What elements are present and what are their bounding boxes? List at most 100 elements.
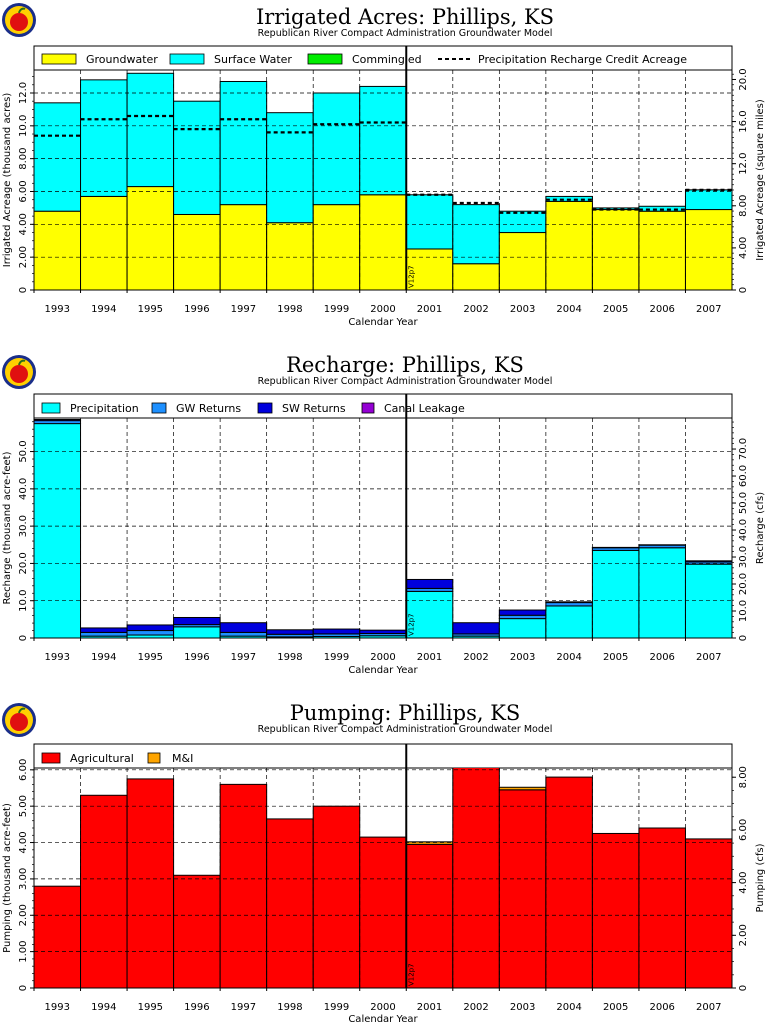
x-tick-label: 1994 — [91, 1002, 116, 1013]
y-tick-label: 4.00 — [18, 831, 29, 853]
x-tick-label: 1998 — [277, 1002, 302, 1013]
y-tick-label: 0 — [18, 985, 29, 991]
bar-groundwater-2006 — [638, 210, 686, 290]
x-tick-label: 1998 — [277, 652, 302, 663]
x-tick-label: 1999 — [324, 1002, 349, 1013]
bar-precipitation-2003 — [498, 618, 547, 638]
x-tick-label: 2001 — [417, 652, 442, 663]
bar-agricultural-1999 — [312, 805, 361, 988]
x-tick-label: 2006 — [649, 652, 674, 663]
x-tick-label: 2006 — [649, 304, 674, 315]
y2-tick-label: 50.0 — [738, 492, 749, 514]
legend-swatch-commingled — [307, 53, 343, 65]
x-tick-label: 2002 — [463, 652, 488, 663]
x-tick-label: 1999 — [324, 652, 349, 663]
x-tick-label: 2001 — [417, 304, 442, 315]
y2-axis-label: Recharge (cfs) — [755, 492, 766, 564]
y-tick-label: 0 — [18, 635, 29, 641]
x-tick-label: 2000 — [370, 1002, 395, 1013]
recharge-panel: Recharge: Phillips, KS Republican River … — [2, 353, 766, 676]
legend-label-recharge-credit: Precipitation Recharge Credit Acreage — [478, 53, 687, 66]
apple-logo-icon — [2, 703, 36, 737]
model-version-label: V12p7 — [407, 963, 415, 986]
bar-sw-returns-2001 — [405, 578, 454, 589]
bar-precipitation-2005 — [591, 549, 640, 638]
y2-tick-label: 0 — [738, 635, 749, 641]
bar-surface-water-1997 — [219, 80, 268, 206]
y-tick-label: 30.0 — [18, 515, 29, 537]
bar-groundwater-1996 — [173, 213, 221, 290]
bar-sw-returns-1993 — [34, 418, 82, 422]
y-tick-label: 20.0 — [18, 552, 29, 574]
x-tick-label: 2003 — [510, 652, 535, 663]
chart-title: Pumping: Phillips, KS — [290, 701, 521, 725]
x-tick-label: 2007 — [696, 304, 721, 315]
x-tick-label: 1994 — [91, 652, 116, 663]
bar-groundwater-2005 — [591, 209, 640, 290]
legend-swatch-mi — [147, 752, 161, 764]
x-tick-label: 2003 — [510, 1002, 535, 1013]
x-tick-label: 1997 — [231, 652, 256, 663]
bar-surface-water-2002 — [452, 204, 500, 265]
bar-precipitation-1996 — [173, 626, 221, 638]
y-tick-label: 2.00 — [18, 904, 29, 926]
bar-surface-water-1999 — [312, 92, 361, 206]
x-tick-label: 1997 — [231, 1002, 256, 1013]
bar-gw-returns-1997 — [219, 631, 268, 637]
x-tick-label: 2003 — [510, 304, 535, 315]
legend-label-canal-leakage: Canal Leakage — [384, 402, 465, 415]
bar-precipitation-2007 — [684, 563, 732, 638]
bar-precipitation-1993 — [34, 423, 82, 638]
legend-label-sw-returns: SW Returns — [282, 402, 346, 415]
x-tick-label: 2006 — [649, 1002, 674, 1013]
y2-tick-label: 6.00 — [738, 819, 749, 841]
bar-gw-returns-1995 — [126, 630, 175, 636]
x-tick-label: 2005 — [603, 652, 628, 663]
x-tick-label: 2005 — [603, 304, 628, 315]
bar-agricultural-1996 — [173, 874, 221, 988]
bar-agricultural-2006 — [638, 827, 686, 988]
y2-axis-label: Irrigated Acreage (square miles) — [755, 99, 766, 261]
y-tick-label: 6.00 — [18, 759, 29, 781]
y-axis-label: Pumping (thousand acre-feet) — [2, 803, 13, 953]
irrigated-acres-panel: Irrigated Acres: Phillips, KS Republican… — [2, 3, 766, 328]
bar-gw-returns-2003 — [498, 614, 547, 620]
x-tick-label: 2007 — [696, 1002, 721, 1013]
legend-label-commingled: Commingled — [352, 53, 422, 66]
bar-surface-water-1998 — [266, 112, 314, 224]
legend-swatch-canal-leakage — [361, 402, 375, 414]
legend-label-groundwater: Groundwater — [86, 53, 158, 66]
bar-m-i-2003 — [498, 786, 547, 791]
x-tick-label: 2002 — [463, 304, 488, 315]
bar-groundwater-1998 — [266, 222, 314, 290]
bar-agricultural-2002 — [452, 768, 500, 988]
y2-tick-label: 4.00 — [738, 237, 749, 259]
y-tick-label: 50.0 — [18, 440, 29, 462]
bar-groundwater-1995 — [126, 186, 175, 290]
x-tick-label: 2000 — [370, 652, 395, 663]
legend-swatch-precipitation — [41, 402, 61, 414]
bar-agricultural-2003 — [498, 789, 547, 988]
bar-surface-water-1994 — [80, 79, 128, 197]
bar-groundwater-2004 — [545, 200, 593, 290]
y-axis-label: Irrigated Acreage (thousand acres) — [2, 93, 13, 268]
x-tick-label: 1996 — [184, 1002, 209, 1013]
bar-agricultural-2001 — [405, 843, 454, 988]
y-tick-label: 1.00 — [18, 941, 29, 963]
x-tick-label: 1997 — [231, 304, 256, 315]
legend-label-precipitation: Precipitation — [70, 402, 139, 415]
y2-tick-label: 4.00 — [738, 871, 749, 893]
y-tick-label: 10.0 — [18, 115, 29, 137]
y2-tick-label: 60.0 — [738, 465, 749, 487]
y2-tick-label: 12.0 — [738, 153, 749, 175]
x-tick-label: 1995 — [138, 304, 163, 315]
y2-tick-label: 0 — [738, 985, 749, 991]
bar-agricultural-1994 — [80, 794, 128, 988]
bar-groundwater-2000 — [359, 194, 407, 290]
bar-agricultural-1997 — [219, 783, 268, 988]
chart-subtitle: Republican River Compact Administration … — [258, 724, 553, 735]
bar-agricultural-2000 — [359, 836, 407, 988]
x-tick-label: 2005 — [603, 1002, 628, 1013]
bar-precipitation-2004 — [545, 605, 593, 638]
bar-groundwater-2007 — [684, 209, 732, 290]
